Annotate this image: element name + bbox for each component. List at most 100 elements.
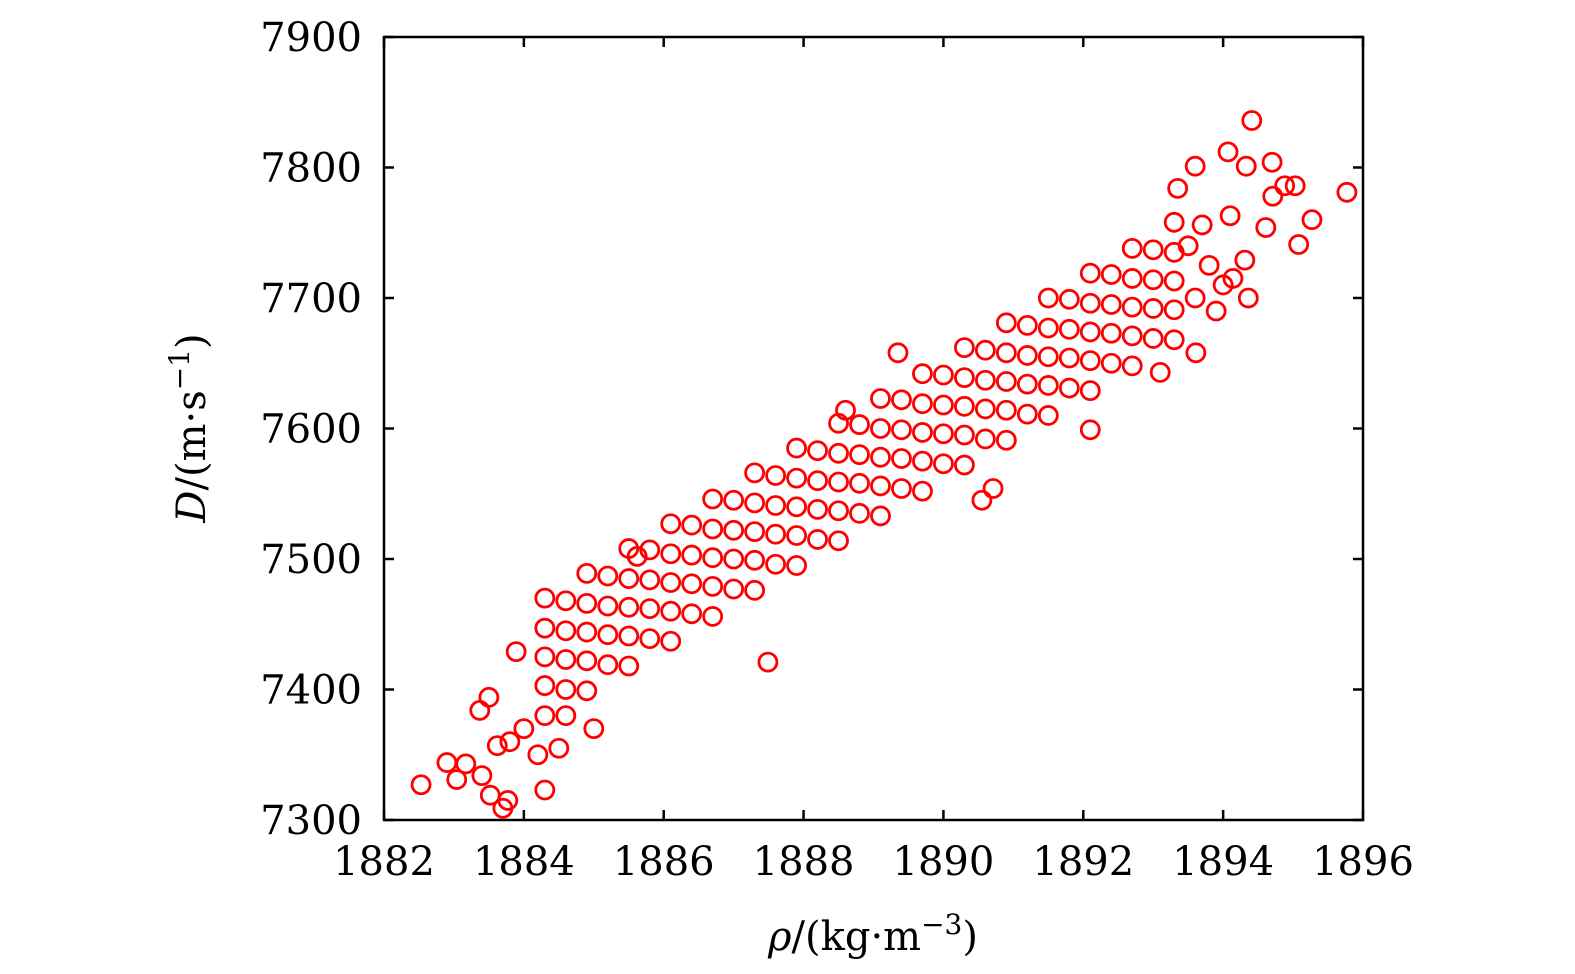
data-point — [576, 680, 598, 702]
data-point — [1237, 287, 1259, 309]
y-tick-label: 7300 — [260, 798, 362, 844]
data-point — [534, 675, 556, 696]
data-point — [807, 499, 828, 520]
data-point — [639, 569, 661, 591]
data-point — [702, 488, 724, 510]
data-point — [995, 399, 1017, 421]
data-point — [1234, 249, 1256, 271]
data-point — [912, 450, 933, 472]
data-point — [723, 578, 745, 600]
y-axis-exponent: −1 — [163, 349, 196, 390]
data-point — [744, 462, 766, 484]
data-point — [681, 544, 703, 566]
y-tick-label: 7800 — [260, 146, 362, 192]
data-point — [618, 596, 640, 618]
data-point — [891, 478, 912, 499]
data-point — [971, 489, 993, 511]
data-point — [1058, 377, 1080, 399]
data-point — [469, 699, 491, 721]
data-point — [527, 744, 549, 766]
data-point — [1142, 298, 1164, 319]
data-point — [835, 399, 856, 421]
data-point — [1235, 155, 1257, 177]
data-point — [583, 718, 605, 740]
data-point — [1219, 205, 1241, 227]
data-point — [555, 649, 577, 670]
data-point — [891, 448, 912, 469]
data-point — [974, 369, 996, 391]
data-point — [1079, 419, 1101, 441]
data-point — [410, 774, 432, 796]
data-point — [618, 625, 640, 647]
data-point — [954, 424, 975, 446]
data-point — [1121, 355, 1143, 377]
data-point — [744, 521, 766, 542]
data-point — [933, 364, 954, 386]
x-tick-label: 1886 — [613, 839, 715, 885]
data-point — [807, 529, 828, 550]
data-point — [1217, 141, 1239, 163]
data-point — [828, 530, 849, 552]
data-point — [954, 395, 975, 417]
data-point — [576, 621, 598, 643]
x-tick-label: 1892 — [1032, 839, 1134, 885]
data-point — [1241, 110, 1263, 131]
data-point — [723, 489, 745, 511]
data-point — [576, 650, 598, 672]
data-point — [1121, 325, 1143, 347]
y-tick-label: 7600 — [260, 407, 362, 453]
data-point — [870, 475, 891, 497]
data-point — [807, 440, 828, 462]
data-point — [849, 444, 870, 466]
data-point — [1100, 294, 1122, 315]
data-point — [995, 429, 1017, 451]
data-point — [1079, 262, 1101, 284]
data-point — [757, 651, 779, 673]
data-point — [534, 779, 556, 801]
data-point — [786, 555, 807, 576]
data-point — [1058, 318, 1080, 340]
data-point — [912, 363, 933, 385]
data-point — [1301, 209, 1323, 231]
x-tick-label: 1890 — [893, 839, 995, 885]
data-point — [1191, 214, 1213, 236]
data-point — [555, 590, 577, 612]
data-point — [639, 598, 661, 619]
data-point — [870, 446, 891, 468]
data-point — [618, 568, 640, 589]
data-point — [954, 337, 975, 358]
x-tick-label: 1896 — [1312, 839, 1414, 885]
data-point — [1037, 346, 1059, 368]
data-point — [1142, 269, 1164, 291]
data-point — [660, 572, 682, 593]
y-tick-label: 7700 — [260, 276, 362, 322]
data-point — [870, 418, 891, 439]
data-point — [1177, 235, 1199, 257]
y-tick-label: 7500 — [260, 537, 362, 583]
x-axis-unit: /(kg·m — [792, 914, 922, 960]
data-point — [1198, 254, 1220, 276]
data-point — [849, 502, 870, 524]
data-point — [513, 718, 535, 740]
data-point — [1016, 345, 1038, 366]
data-point — [912, 393, 933, 415]
x-axis-exponent: −3 — [921, 908, 962, 941]
data-point — [744, 492, 766, 514]
data-point — [828, 442, 849, 464]
data-point — [723, 519, 745, 541]
data-point — [995, 371, 1017, 392]
data-point — [681, 573, 703, 595]
x-tick-label: 1888 — [753, 839, 855, 885]
data-point — [436, 752, 458, 773]
x-axis-ticks: 1882 1884 1886 1888 1890 1892 1894 1896 — [333, 37, 1414, 885]
data-point — [702, 547, 724, 569]
data-point — [995, 342, 1017, 364]
data-point — [499, 731, 521, 753]
data-point — [1079, 292, 1101, 314]
data-point — [1100, 322, 1122, 344]
data-point — [660, 543, 682, 565]
data-point — [1016, 373, 1038, 395]
data-point — [1142, 328, 1164, 349]
x-axis-unit-close: ) — [962, 914, 978, 960]
data-point — [744, 579, 766, 601]
